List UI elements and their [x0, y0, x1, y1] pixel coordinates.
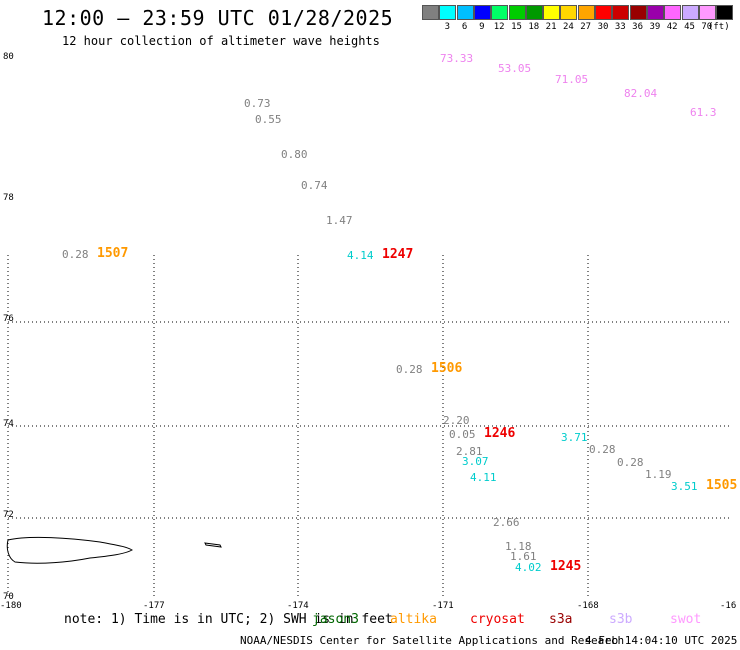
pass-time-label: 1507 [97, 246, 129, 261]
wave-height-value: 61.3 [690, 106, 717, 119]
legend-label: 42 [666, 22, 678, 32]
legend-swatch [664, 5, 682, 20]
legend-label: 33 [614, 22, 626, 32]
legend-swatch [525, 5, 543, 20]
wave-height-value: 1.61 [510, 550, 537, 563]
wave-height-value: 3.07 [462, 455, 489, 468]
wave-height-value: 3.71 [561, 431, 588, 444]
latitude-label: 74 [3, 419, 14, 429]
wave-height-value: 0.05 [449, 428, 476, 441]
latitude-label: 76 [3, 314, 14, 324]
legend-label: 15 [511, 22, 522, 32]
wave-height-value: 0.73 [244, 97, 271, 110]
legend-swatch [595, 5, 612, 20]
legend-swatch [543, 5, 561, 20]
legend-swatch [698, 5, 716, 20]
legend-swatch [491, 5, 509, 20]
longitude-label: -171 [432, 601, 454, 611]
satellite-name: altika [390, 612, 437, 627]
wave-height-value: 0.74 [301, 179, 328, 192]
legend-unit: (ft) [707, 22, 730, 32]
legend-swatch [473, 5, 491, 20]
generated-timestamp: 4 Feb 14:04:10 UTC 2025 [585, 634, 738, 647]
island-coastline [6, 536, 134, 564]
legend-label: 12 [493, 22, 505, 32]
wave-height-value: 4.14 [347, 249, 374, 262]
legend-swatch [612, 5, 630, 20]
legend-swatch [560, 5, 578, 20]
islet-coastline [204, 542, 222, 548]
wave-height-value: 0.28 [62, 248, 89, 261]
footer-note: note: 1) Time is in UTC; 2) SWH is in fe… [64, 612, 393, 627]
satellite-name: swot [670, 612, 702, 627]
wave-height-value: 0.80 [281, 148, 308, 161]
legend-label: 3 [444, 22, 450, 32]
wave-height-value: 2.66 [493, 516, 520, 529]
legend-swatch [716, 5, 734, 20]
wave-height-value: 2.20 [443, 414, 470, 427]
pass-time-label: 1505 [706, 478, 738, 493]
wave-height-value: 0.28 [589, 443, 616, 456]
longitude-label: -177 [143, 601, 165, 611]
legend-label: 27 [580, 22, 592, 32]
latitude-label: 78 [3, 193, 14, 203]
legend-label: 21 [545, 22, 557, 32]
satellite-name: cryosat [470, 612, 525, 627]
legend-label: 30 [597, 22, 609, 32]
legend-swatch [439, 5, 457, 20]
legend-label: 36 [632, 22, 644, 32]
coastline [6, 536, 222, 564]
pass-time-label: 1247 [382, 247, 414, 262]
legend-label: 45 [684, 22, 695, 32]
wave-height-value: 0.28 [396, 363, 423, 376]
legend-label: 70 [701, 22, 713, 32]
wave-height-value: 73.33 [440, 52, 474, 65]
wave-height-value: 53.05 [498, 62, 532, 75]
pass-time-label: 1506 [431, 361, 463, 376]
wave-height-value: 2.81 [456, 445, 483, 458]
latitude-label: 72 [3, 510, 14, 520]
latitude-label: 80 [3, 52, 14, 62]
legend-swatch [577, 5, 595, 20]
legend-swatch [681, 5, 699, 20]
latitude-label: 70 [3, 592, 14, 602]
legend-label: 6 [461, 22, 468, 32]
wave-height-value: 0.28 [617, 456, 644, 469]
legend-label: 18 [528, 22, 540, 32]
satellite-name: jason3 [312, 612, 359, 627]
page-title: 12:00 – 23:59 UTC 01/28/2025 [42, 6, 394, 30]
wave-height-value: 82.04 [624, 87, 658, 100]
wave-height-value: 1.18 [505, 540, 532, 553]
legend-swatch [422, 5, 439, 20]
pass-time-label: 1245 [550, 559, 582, 574]
wave-height-value: 3.51 [671, 480, 698, 493]
wave-height-value: 1.47 [326, 214, 353, 227]
legend-label: 24 [562, 22, 574, 32]
wave-height-value: 1.19 [645, 468, 672, 481]
longitude-label: -168 [577, 601, 599, 611]
wave-height-value: 4.11 [470, 471, 497, 484]
legend-swatch [508, 5, 526, 20]
page-subtitle: 12 hour collection of altimeter wave hei… [62, 34, 380, 48]
pass-time-label: 1246 [484, 426, 516, 441]
wave-height-value: 0.55 [255, 113, 282, 126]
longitude-label: -180 [0, 601, 22, 611]
graticule [7, 255, 732, 598]
satellite-name: s3b [609, 612, 633, 627]
credit-text: NOAA/NESDIS Center for Satellite Applica… [240, 634, 625, 647]
legend-label: 9 [479, 22, 485, 32]
wave-height-value: 71.05 [555, 73, 589, 86]
legend-swatch [456, 5, 474, 20]
legend-swatch [629, 5, 647, 20]
longitude-label: -16 [720, 601, 737, 611]
legend-swatch [646, 5, 664, 20]
wave-height-value: 4.02 [515, 561, 542, 574]
legend-label: 39 [649, 22, 661, 32]
satellite-name: s3a [549, 612, 573, 627]
longitude-label: -174 [287, 601, 309, 611]
